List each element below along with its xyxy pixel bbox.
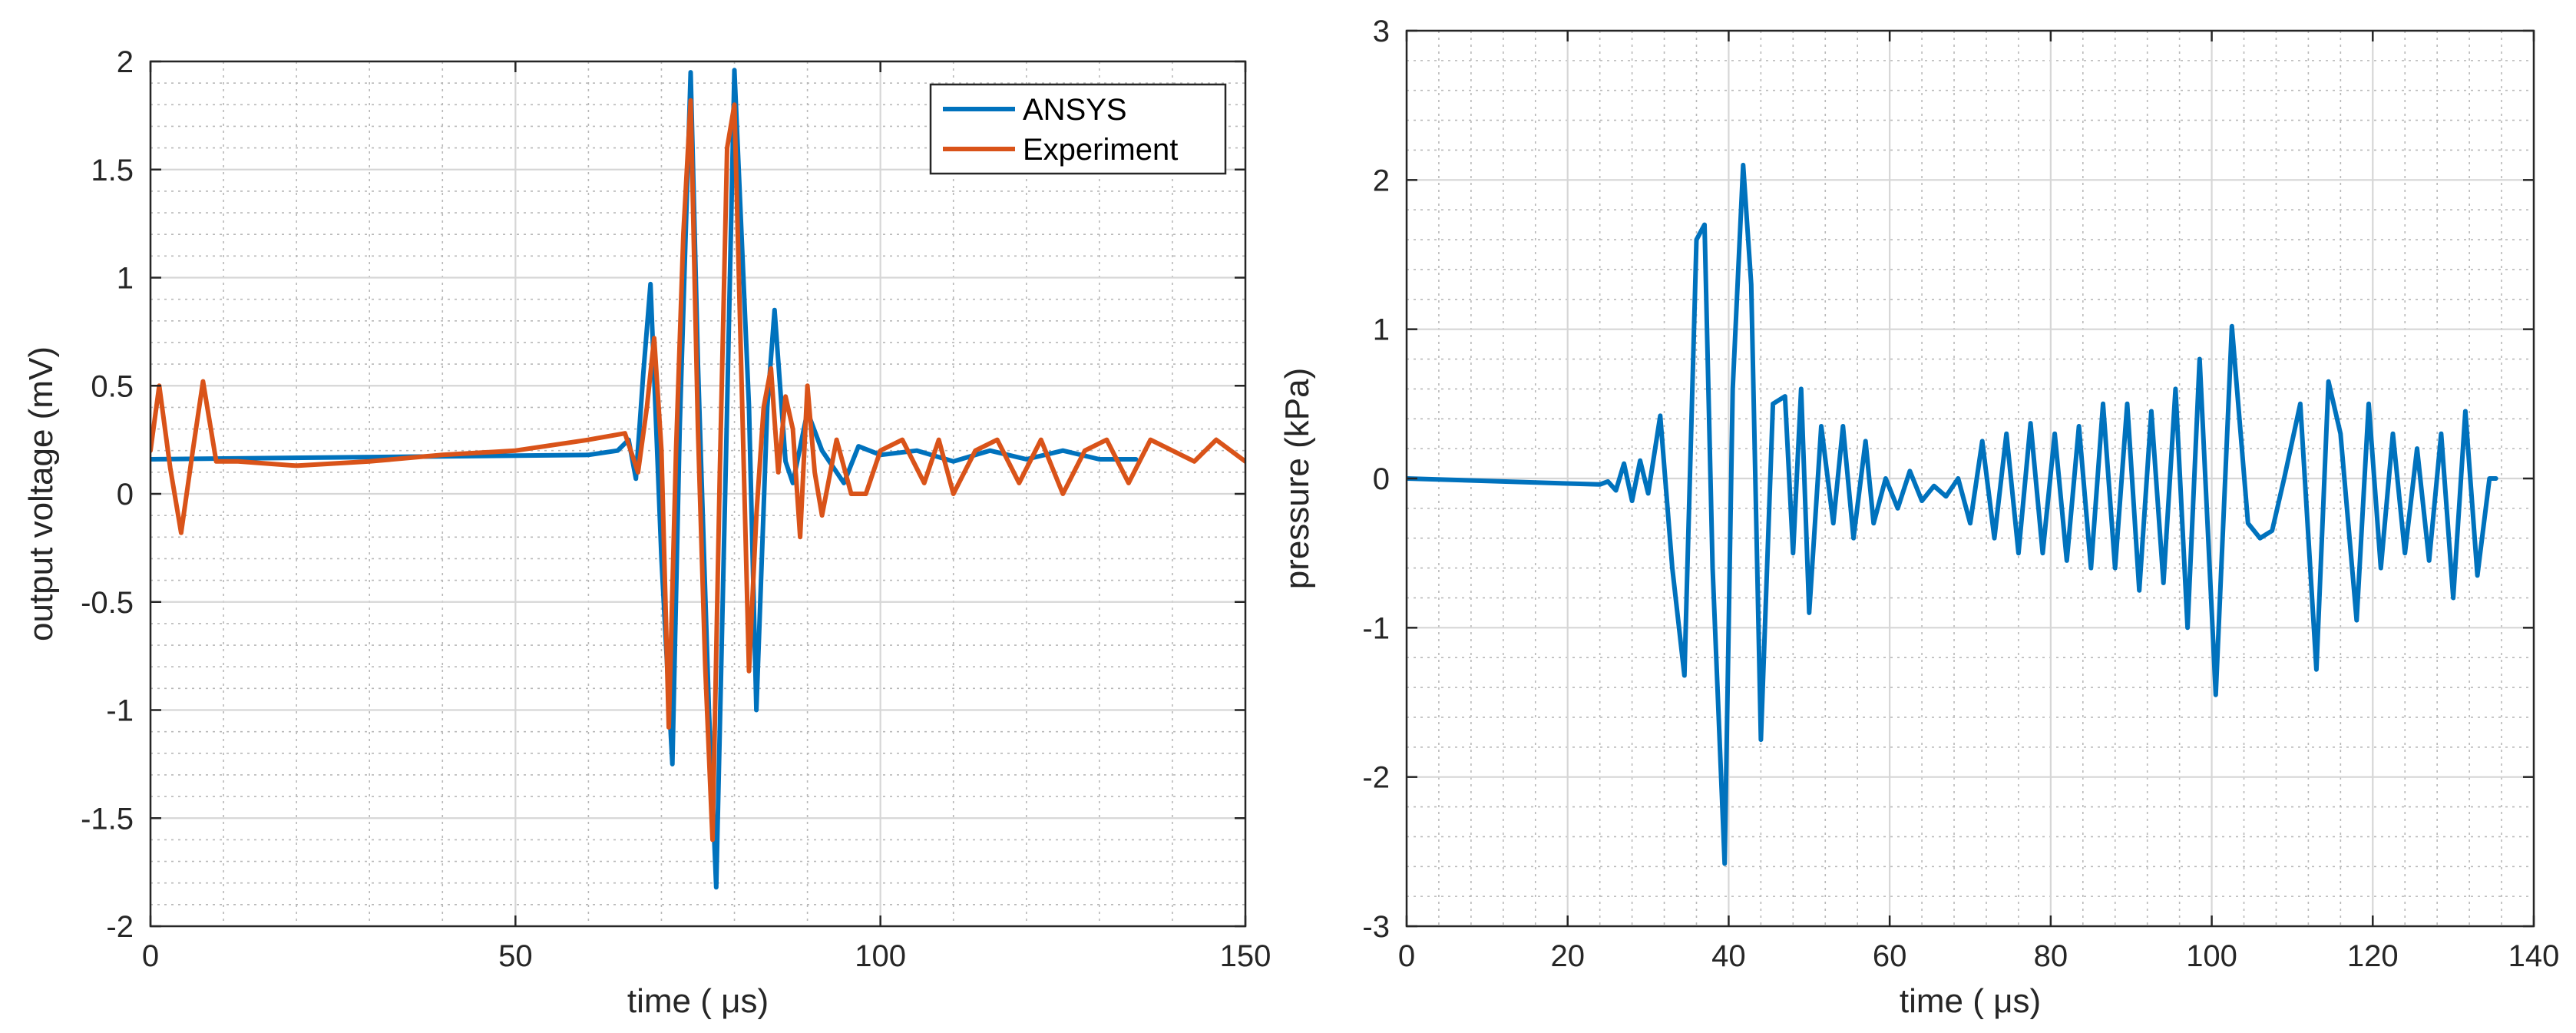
y-tick-label: -0.5 <box>81 586 134 620</box>
x-tick-label: 100 <box>2186 939 2237 973</box>
x-axis-label: time ( μs) <box>627 982 769 1020</box>
x-tick-label: 20 <box>1550 939 1585 973</box>
y-tick-label: 0.5 <box>91 369 134 403</box>
x-tick-label: 60 <box>1873 939 1907 973</box>
x-tick-label: 40 <box>1711 939 1746 973</box>
y-tick-label: -2 <box>1362 761 1390 795</box>
y-axis-label: pressure (kPa) <box>1278 368 1316 590</box>
x-tick-label: 100 <box>855 939 906 973</box>
series-line-pressure <box>1407 162 2498 866</box>
y-tick-label: 2 <box>1373 164 1390 197</box>
y-axis-label: output voltage (mV) <box>22 346 60 641</box>
y-tick-label: -2 <box>106 910 134 944</box>
x-tick-label: 80 <box>2034 939 2068 973</box>
x-axis-label: time ( μs) <box>1900 982 2041 1020</box>
legend-label-ansys: ANSYS <box>1023 93 1127 127</box>
legend-label-experiment: Experiment <box>1023 133 1178 167</box>
x-tick-label: 50 <box>498 939 533 973</box>
chart-2: 0 20 40 60 80 100 120 140 -3 -2 -1 0 1 2 3 time ( μs) pr… <box>1278 15 2559 1020</box>
y-tick-label: 1.5 <box>91 154 134 187</box>
x-tick-label: 140 <box>2508 939 2560 973</box>
y-tick-label: 2 <box>117 45 134 79</box>
x-tick-label: 120 <box>2347 939 2399 973</box>
x-tick-label: 150 <box>1220 939 1271 973</box>
y-tick-label: 3 <box>1373 15 1390 48</box>
y-tick-label: 1 <box>1373 313 1390 347</box>
legend: ANSYS Experiment <box>929 83 1227 175</box>
legend-box <box>929 83 1227 175</box>
x-tick-label: 0 <box>142 939 159 973</box>
y-tick-label: -1.5 <box>81 802 134 836</box>
y-tick-label: -3 <box>1362 910 1390 944</box>
chart-1: 0 50 100 150 -2 -1.5 -1 -0.5 0 0.5 1 1.5 2 time ( μs)… <box>22 45 1271 1020</box>
minor-grid <box>1407 31 2534 926</box>
series-line-experiment <box>150 98 1245 843</box>
y-tick-label: 0 <box>117 478 134 512</box>
y-tick-label: 1 <box>117 262 134 296</box>
y-tick-label: 0 <box>1373 462 1390 496</box>
y-tick-label: -1 <box>1362 611 1390 645</box>
y-tick-label: -1 <box>106 694 134 728</box>
x-tick-label: 0 <box>1398 939 1415 973</box>
